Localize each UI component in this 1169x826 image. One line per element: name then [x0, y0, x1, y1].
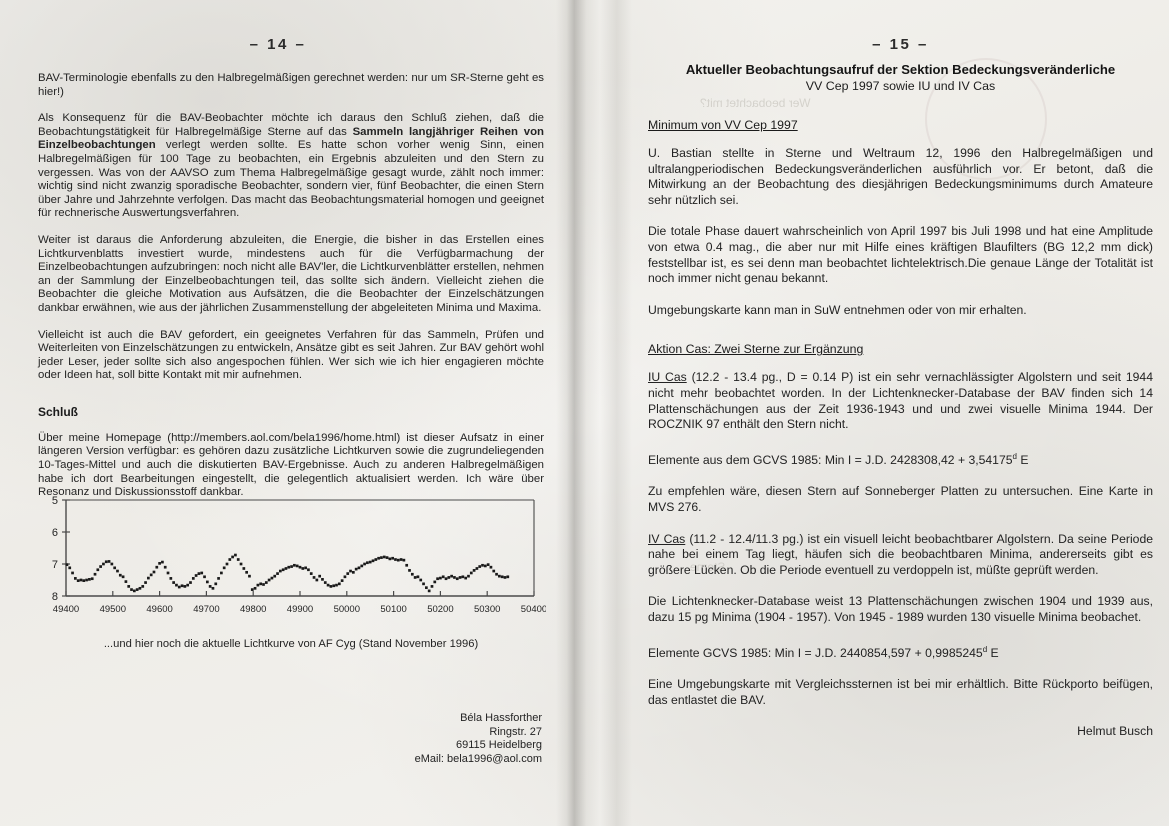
paragraph: Als Konsequenz für die BAV-Beobachter mö… — [38, 112, 544, 220]
article-subtitle: VV Cep 1997 sowie IU und IV Cas — [805, 79, 996, 93]
page-number-left: – 14 – — [249, 36, 307, 53]
elements-iu-prefix: Elemente aus dem GCVS 1985: Min I = J.D.… — [648, 452, 1013, 467]
paragraph: Vielleicht ist auch die BAV gefordert, e… — [38, 328, 544, 382]
section-heading-aktion-cas: Aktion Cas: Zwei Sterne zur Ergänzung — [648, 342, 864, 357]
svg-text:49500: 49500 — [100, 604, 126, 615]
svg-text:49600: 49600 — [146, 604, 172, 615]
svg-text:50000: 50000 — [334, 604, 360, 615]
lightcurve-chart: 5 6 7 8 49400 49500 49600 49700 49800 49900 50000 5… — [36, 492, 546, 622]
paragraph-recommend: Zu empfehlen wäre, diesen Stern auf Sonn… — [648, 484, 1153, 514]
page-left: – 14 – BAV-Terminologie ebenfalls zu den… — [0, 0, 556, 826]
elements-iu-suffix: E — [1016, 452, 1029, 467]
iu-cas-body: (12.2 - 13.4 pg., D = 0.14 P) ist ein se… — [648, 370, 1153, 432]
left-column-body: BAV-Terminologie ebenfalls zu den Halbre… — [38, 72, 544, 513]
section-heading-minimum: Minimum von VV Cep 1997 — [648, 118, 798, 132]
paragraph: U. Bastian stellte in Sterne und Weltrau… — [648, 146, 1153, 207]
svg-text:50300: 50300 — [474, 604, 500, 615]
svg-text:50100: 50100 — [380, 604, 406, 615]
page-number-right: – 15 – — [872, 36, 929, 53]
paragraph: Umgebungskarte kann man in SuW entnehmen… — [648, 302, 1027, 317]
author-name: Béla Hassforther — [460, 712, 542, 724]
article-author: Helmut Busch — [1077, 724, 1153, 739]
svg-text:7: 7 — [52, 559, 58, 571]
svg-text:49700: 49700 — [193, 604, 219, 615]
paragraph: Weiter ist daraus die Anforderung abzule… — [38, 233, 544, 314]
author-street: Ringstr. 27 — [489, 725, 542, 738]
paragraph: Die totale Phase dauert wahrscheinlich v… — [648, 224, 1153, 286]
star-name-iu-cas: IU Cas — [648, 370, 687, 385]
svg-text:50200: 50200 — [427, 604, 453, 615]
right-column-body: Aktueller Beobachtungsaufruf der Sektion… — [648, 62, 1153, 738]
elements-iv-prefix: Elemente GCVS 1985: Min I = J.D. 2440854… — [648, 645, 983, 660]
elements-iv-cas: Elemente GCVS 1985: Min I = J.D. 2440854… — [648, 642, 1153, 662]
paragraph-iu-cas: IU Cas (12.2 - 13.4 pg., D = 0.14 P) ist… — [648, 370, 1153, 432]
elements-iv-suffix: E — [987, 645, 999, 660]
paragraph-map: Eine Umgebungskarte mit Vergleichssterne… — [648, 677, 1153, 707]
iv-cas-body: (11.2 - 12.4/11.3 pg.) ist ein visuell l… — [648, 531, 1154, 577]
svg-text:49400: 49400 — [53, 604, 79, 615]
page-right: – 15 – Aktueller Beobachtungsaufruf der … — [632, 0, 1169, 826]
book-gutter-shadow — [556, 0, 632, 826]
elements-iu-superscript: d — [1012, 451, 1017, 461]
chart-caption: ...und hier noch die aktuelle Lichtkurve… — [103, 638, 479, 650]
paragraph: BAV-Terminologie ebenfalls zu den Halbre… — [38, 72, 544, 98]
svg-text:49800: 49800 — [240, 604, 266, 615]
paragraph-database: Die Lichtenknecker-Database weist 13 Pla… — [648, 594, 1153, 624]
svg-text:6: 6 — [52, 527, 58, 539]
heading-schluss: Schluß — [38, 404, 79, 419]
svg-text:5: 5 — [52, 495, 58, 507]
svg-text:49900: 49900 — [287, 604, 313, 615]
author-city: 69115 Heidelberg — [455, 739, 542, 751]
bold-fragment: Sammeln langjähriger Reihen von Einzelbe… — [38, 125, 544, 152]
svg-text:50400: 50400 — [521, 604, 546, 615]
author-address-block: Béla Hassforther Ringstr. 27 69115 Heide… — [415, 712, 542, 766]
paragraph-schluss: Über meine Homepage (http://members.aol.… — [38, 431, 544, 499]
paragraph-iv-cas: IV Cas (11.2 - 12.4/11.3 pg.) ist ein vi… — [648, 532, 1153, 579]
author-email: eMail: bela1996@aol.com — [414, 752, 542, 765]
article-title: Aktueller Beobachtungsaufruf der Sektion… — [685, 62, 1116, 77]
svg-text:8: 8 — [52, 591, 58, 603]
elements-iv-superscript: d — [982, 644, 988, 654]
elements-iu-cas: Elemente aus dem GCVS 1985: Min I = J.D.… — [648, 449, 1153, 469]
star-name-iv-cas: IV Cas — [648, 531, 686, 546]
